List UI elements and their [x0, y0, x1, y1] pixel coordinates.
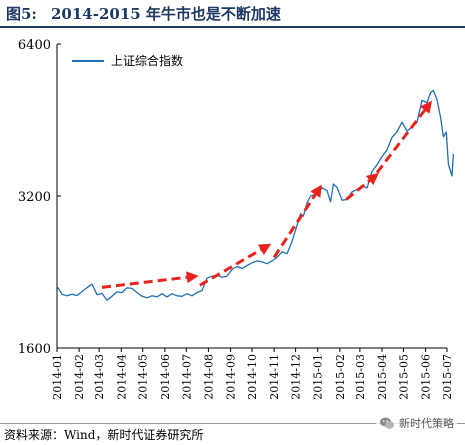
trend-arrow	[345, 172, 379, 201]
x-tick-label: 2015-07	[441, 354, 454, 400]
trend-arrow	[272, 184, 322, 259]
x-tick-label: 2015-01	[312, 354, 325, 400]
x-tick-label: 2014-08	[202, 354, 215, 400]
x-tick-label: 2014-05	[137, 354, 150, 400]
x-tick-label: 2014-07	[180, 354, 193, 400]
x-tick-label: 2015-03	[354, 354, 367, 400]
x-tick-label: 2014-09	[225, 354, 238, 400]
y-tick-label: 6400	[18, 38, 51, 53]
x-tick-label: 2014-06	[159, 354, 172, 400]
source-rule	[0, 423, 465, 424]
x-tick-label: 2014-03	[93, 354, 106, 400]
x-tick-label: 2014-12	[290, 354, 303, 400]
legend-label: 上证综合指数	[111, 53, 183, 68]
x-tick-label: 2014-10	[246, 354, 259, 400]
figure-title: 图5: 2014-2015 年牛市也是不断加速	[6, 3, 281, 24]
title-rule	[0, 26, 465, 28]
watermark: 新时代策略	[376, 414, 457, 432]
trend-arrow	[375, 100, 433, 174]
figure-title-text: 2014-2015 年牛市也是不断加速	[50, 5, 281, 23]
figure-number: 图5:	[6, 5, 37, 23]
wechat-icon	[380, 417, 394, 429]
x-tick-label: 2014-02	[73, 354, 86, 400]
x-tick-label: 2014-11	[268, 354, 281, 400]
x-tick-label: 2015-06	[420, 354, 433, 400]
x-tick-label: 2014-01	[51, 354, 64, 400]
source-note: 资料来源：Wind，新时代证券研究所	[4, 428, 204, 442]
x-tick-label: 2014-04	[115, 354, 128, 400]
x-tick-label: 2015-02	[334, 354, 347, 400]
y-tick-label: 1600	[18, 342, 51, 357]
x-tick-label: 2015-04	[376, 354, 389, 400]
series-line-shanghai-composite	[57, 89, 455, 301]
line-chart: 1600 3200 6400 2014-01 2014-02 2014-03 2014-04…	[18, 38, 455, 400]
y-tick-label: 3200	[18, 190, 51, 205]
watermark-text: 新时代策略	[399, 417, 454, 430]
trend-arrow	[199, 243, 272, 287]
x-tick-label: 2015-05	[397, 354, 410, 400]
trend-arrow	[101, 271, 199, 289]
